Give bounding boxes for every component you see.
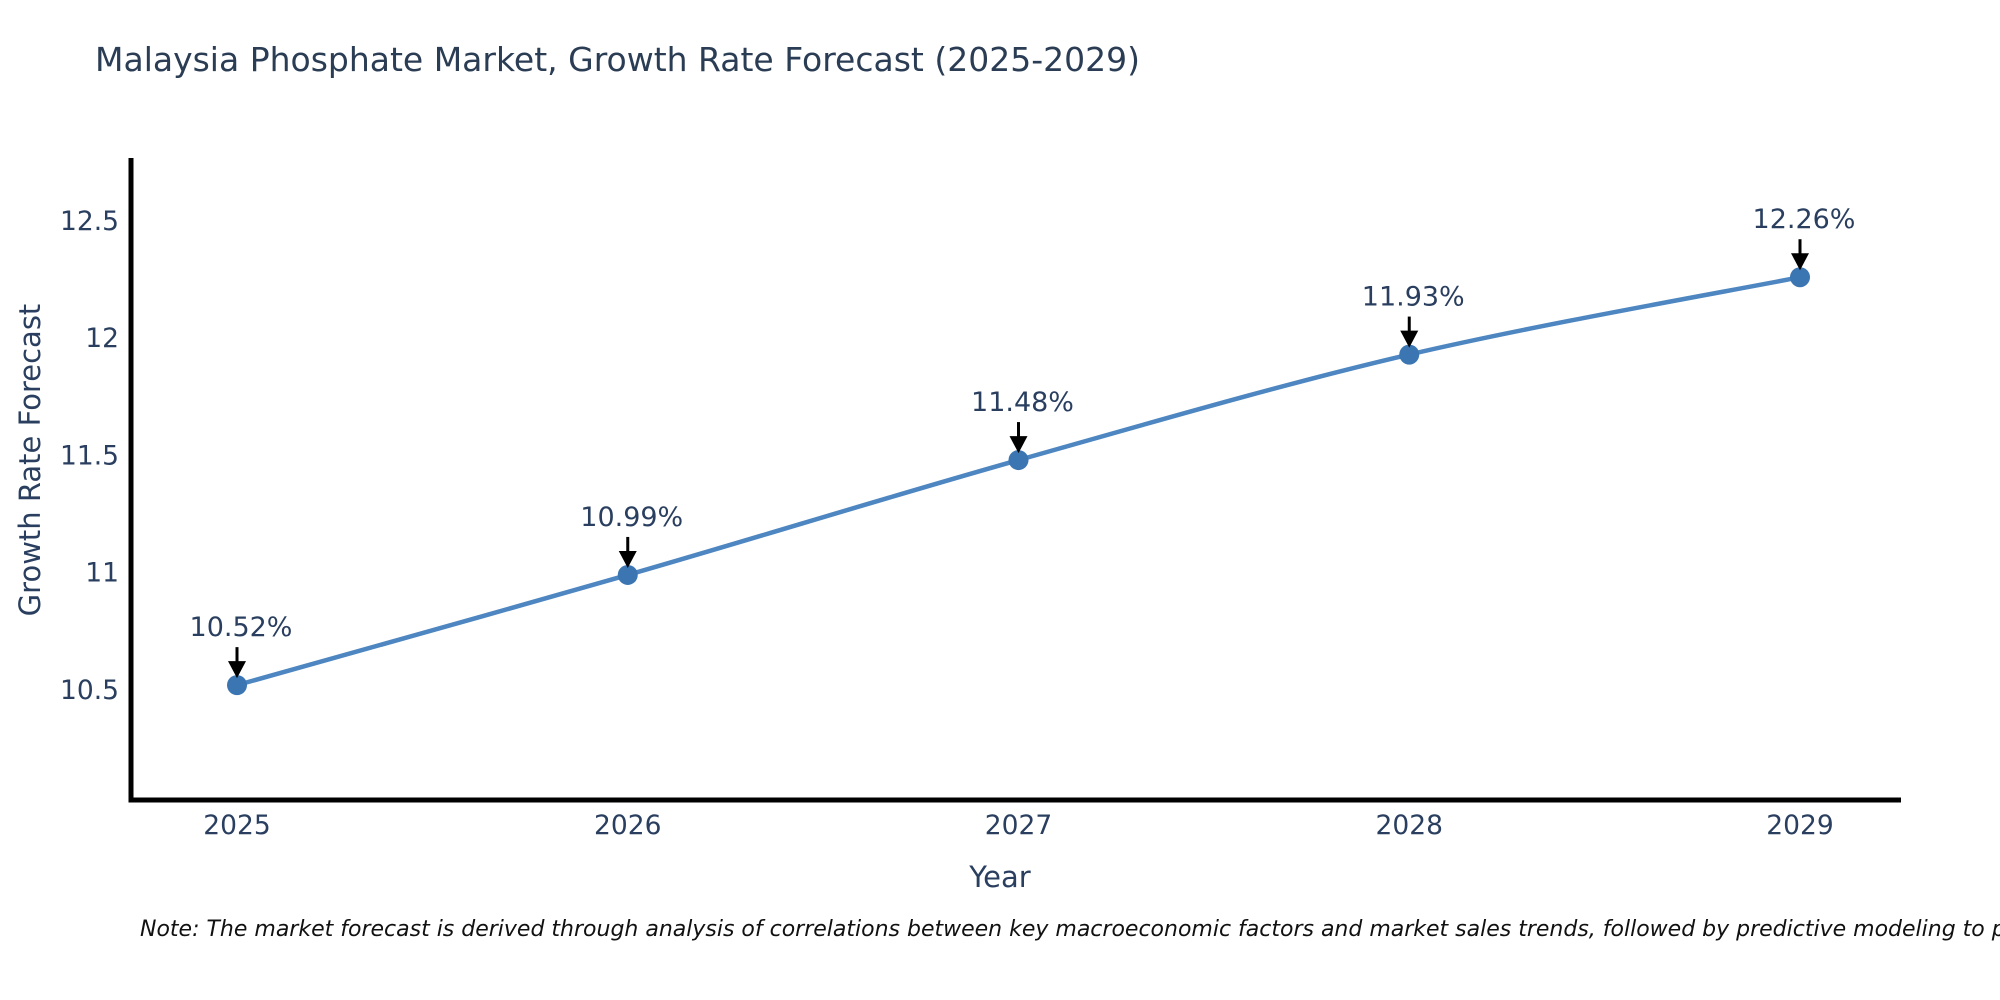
x-axis-title: Year (969, 860, 1031, 894)
x-tick-label: 2028 (1376, 810, 1443, 841)
y-tick-label: 10.5 (60, 675, 119, 706)
data-point-label: 10.99% (580, 502, 683, 533)
footnote: Note: The market forecast is derived thr… (140, 917, 2000, 942)
y-tick-label: 11 (85, 558, 119, 589)
x-tick-label: 2027 (985, 810, 1052, 841)
x-tick-label: 2026 (594, 810, 661, 841)
annotation-arrow-head (228, 661, 246, 679)
annotation-arrow-head (1009, 436, 1028, 454)
data-point-label: 10.52% (190, 612, 293, 643)
annotation-arrow-head (1791, 253, 1809, 271)
data-point-label: 11.93% (1362, 282, 1465, 313)
data-point-label: 11.48% (971, 387, 1074, 418)
data-point-marker (1790, 267, 1810, 288)
data-point-marker (227, 675, 247, 696)
data-point-marker (617, 564, 638, 585)
y-tick-label: 12.5 (60, 206, 119, 237)
x-tick-label: 2025 (203, 810, 270, 841)
data-point-label: 12.26% (1753, 204, 1856, 235)
x-tick-label: 2029 (1766, 810, 1833, 841)
chart-title: Malaysia Phosphate Market, Growth Rate F… (95, 40, 1140, 79)
y-tick-label: 12 (85, 323, 119, 354)
annotation-arrow-head (618, 550, 637, 568)
data-point-marker (1008, 450, 1029, 471)
y-tick-label: 11.5 (60, 440, 119, 471)
data-point-marker (1399, 344, 1420, 365)
series-line (234, 274, 1803, 688)
annotation-arrow-head (1400, 330, 1419, 348)
